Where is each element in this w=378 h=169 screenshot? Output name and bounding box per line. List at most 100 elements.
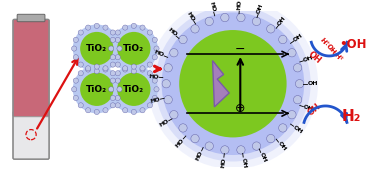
- Circle shape: [110, 71, 115, 76]
- Circle shape: [115, 37, 120, 42]
- Circle shape: [122, 66, 128, 71]
- Text: OH: OH: [306, 102, 322, 118]
- Circle shape: [253, 17, 261, 26]
- Circle shape: [110, 62, 115, 67]
- Text: OH: OH: [277, 15, 287, 27]
- Circle shape: [117, 32, 150, 65]
- Circle shape: [237, 146, 245, 154]
- Circle shape: [293, 95, 302, 104]
- Circle shape: [73, 78, 78, 83]
- Circle shape: [140, 108, 145, 113]
- Circle shape: [110, 30, 115, 35]
- Circle shape: [103, 108, 108, 113]
- Circle shape: [237, 13, 245, 22]
- Circle shape: [78, 30, 83, 35]
- Text: HO: HO: [153, 50, 165, 58]
- Circle shape: [148, 0, 318, 169]
- Circle shape: [170, 111, 178, 119]
- Text: OH: OH: [241, 157, 247, 168]
- Text: H⁺: H⁺: [333, 51, 344, 63]
- Text: HO: HO: [209, 1, 216, 13]
- Circle shape: [131, 23, 136, 28]
- Circle shape: [78, 71, 83, 76]
- Circle shape: [164, 64, 172, 72]
- Circle shape: [205, 17, 214, 26]
- Text: OH: OH: [293, 124, 304, 135]
- Text: HO: HO: [148, 74, 159, 80]
- Circle shape: [85, 25, 91, 30]
- FancyBboxPatch shape: [13, 111, 49, 159]
- Text: HO: HO: [149, 97, 161, 104]
- Text: TiO₂: TiO₂: [86, 44, 107, 53]
- Circle shape: [108, 46, 114, 51]
- Circle shape: [103, 66, 108, 71]
- Circle shape: [115, 62, 120, 67]
- Circle shape: [110, 78, 115, 83]
- Circle shape: [115, 78, 120, 83]
- Circle shape: [85, 67, 91, 72]
- Text: •OH: •OH: [339, 38, 367, 51]
- Circle shape: [80, 32, 113, 65]
- Text: TiO₂: TiO₂: [123, 85, 144, 94]
- Circle shape: [110, 55, 115, 60]
- Circle shape: [152, 95, 157, 101]
- Text: HO: HO: [166, 27, 178, 38]
- Circle shape: [147, 30, 152, 35]
- Circle shape: [85, 66, 91, 71]
- Circle shape: [73, 95, 78, 101]
- Circle shape: [94, 109, 99, 115]
- Circle shape: [147, 71, 152, 76]
- Circle shape: [140, 25, 145, 30]
- Circle shape: [94, 64, 99, 69]
- Text: HO: HO: [195, 150, 204, 162]
- Circle shape: [147, 103, 152, 108]
- Polygon shape: [212, 61, 229, 107]
- Text: OH: OH: [303, 104, 314, 112]
- Circle shape: [73, 55, 78, 60]
- Circle shape: [154, 87, 159, 92]
- Circle shape: [140, 66, 145, 71]
- Text: HO: HO: [186, 10, 195, 22]
- Text: H⁺: H⁺: [318, 37, 329, 48]
- Text: OH: OH: [306, 50, 322, 66]
- Text: TiO₂: TiO₂: [123, 44, 144, 53]
- Circle shape: [110, 25, 158, 73]
- Circle shape: [154, 46, 159, 51]
- Circle shape: [94, 23, 99, 28]
- Circle shape: [221, 146, 229, 154]
- Text: OH: OH: [277, 141, 287, 152]
- Circle shape: [170, 49, 178, 57]
- Circle shape: [155, 6, 311, 162]
- Circle shape: [179, 30, 287, 137]
- Circle shape: [115, 71, 120, 76]
- Circle shape: [295, 80, 304, 88]
- Circle shape: [191, 134, 199, 143]
- Text: HO: HO: [158, 119, 170, 128]
- Circle shape: [71, 46, 77, 51]
- Circle shape: [221, 13, 229, 22]
- Circle shape: [140, 67, 145, 72]
- Text: HO: HO: [174, 137, 185, 149]
- Circle shape: [147, 62, 152, 67]
- Circle shape: [293, 64, 302, 72]
- Circle shape: [266, 25, 275, 33]
- Circle shape: [152, 37, 157, 42]
- Circle shape: [110, 95, 115, 101]
- Circle shape: [162, 13, 304, 155]
- Circle shape: [131, 109, 136, 115]
- Circle shape: [117, 46, 122, 51]
- Circle shape: [94, 69, 99, 74]
- Text: OH: OH: [307, 81, 318, 86]
- Circle shape: [179, 35, 187, 44]
- Circle shape: [115, 55, 120, 60]
- Circle shape: [73, 65, 121, 113]
- Text: OH: OH: [293, 33, 304, 43]
- Circle shape: [152, 55, 157, 60]
- Circle shape: [288, 49, 296, 57]
- Circle shape: [115, 95, 120, 101]
- Circle shape: [122, 108, 128, 113]
- Text: ⊕: ⊕: [235, 102, 246, 115]
- Circle shape: [108, 87, 114, 92]
- Circle shape: [279, 124, 287, 132]
- Circle shape: [131, 64, 136, 69]
